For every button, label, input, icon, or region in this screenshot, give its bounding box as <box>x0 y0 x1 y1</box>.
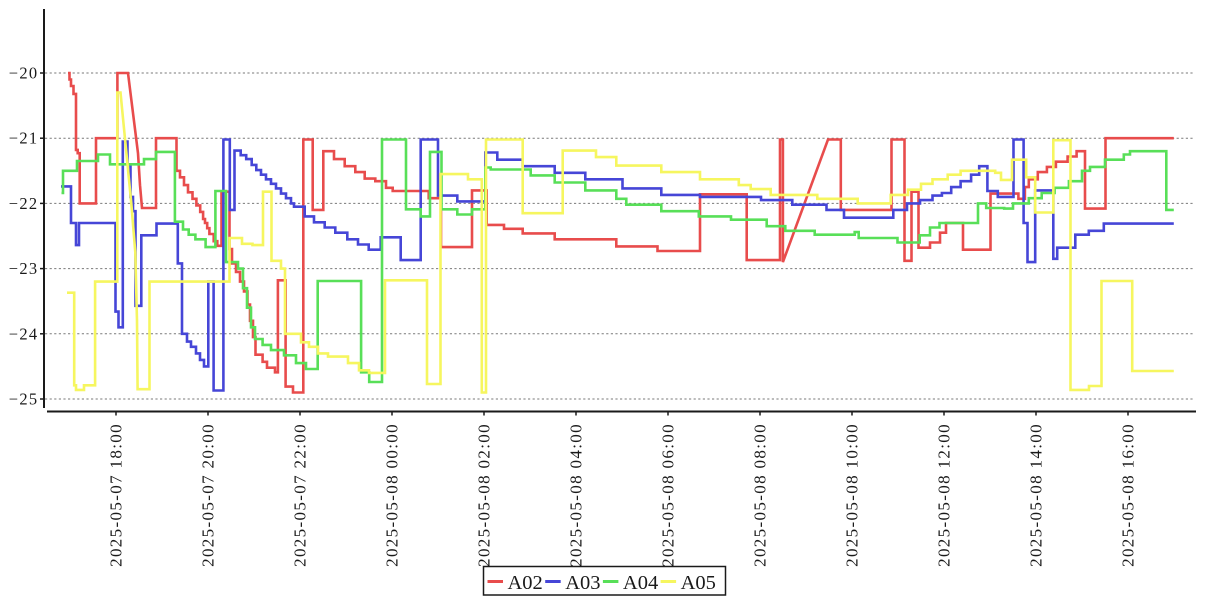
svg-text:2025-05-08 06:00: 2025-05-08 06:00 <box>659 423 678 567</box>
svg-text:2025-05-08 10:00: 2025-05-08 10:00 <box>843 423 862 567</box>
svg-text:2025-05-08 02:00: 2025-05-08 02:00 <box>475 423 494 567</box>
svg-text:2025-05-08 00:00: 2025-05-08 00:00 <box>383 423 402 567</box>
svg-text:2025-05-07 18:00: 2025-05-07 18:00 <box>107 423 126 567</box>
svg-text:−24: −24 <box>9 324 39 343</box>
svg-text:−23: −23 <box>9 259 39 278</box>
svg-text:A05: A05 <box>681 572 716 594</box>
svg-text:2025-05-08 16:00: 2025-05-08 16:00 <box>1119 423 1138 567</box>
svg-text:A03: A03 <box>565 572 600 594</box>
svg-text:A02: A02 <box>508 572 543 594</box>
svg-text:−22: −22 <box>9 194 39 213</box>
svg-text:2025-05-07 22:00: 2025-05-07 22:00 <box>291 423 310 567</box>
svg-text:−21: −21 <box>9 129 39 148</box>
svg-text:−25: −25 <box>9 390 39 409</box>
svg-text:2025-05-07 20:00: 2025-05-07 20:00 <box>199 423 218 567</box>
svg-text:2025-05-08 04:00: 2025-05-08 04:00 <box>567 423 586 567</box>
svg-text:−20: −20 <box>9 64 39 83</box>
svg-text:2025-05-08 12:00: 2025-05-08 12:00 <box>935 423 954 567</box>
svg-text:A04: A04 <box>623 572 658 594</box>
svg-text:2025-05-08 08:00: 2025-05-08 08:00 <box>751 423 770 567</box>
svg-text:2025-05-08 14:00: 2025-05-08 14:00 <box>1027 423 1046 567</box>
